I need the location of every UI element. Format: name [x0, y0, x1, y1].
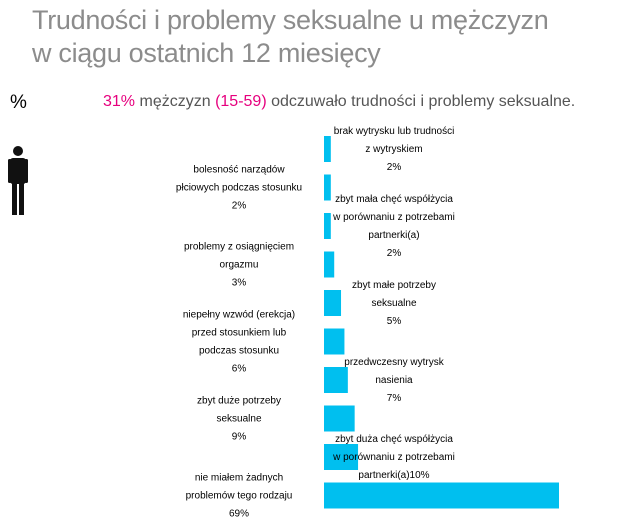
bar-10-label-line-1: nie miałem żadnych	[195, 473, 283, 484]
bar-7-label-line-1: przedwczesny wytrysk	[344, 357, 444, 368]
bar-8-label-line-1: zbyt duże potrzeby	[197, 396, 281, 407]
title-line-1: Trudności i problemy seksualne u mężczyz…	[32, 5, 549, 35]
bar-8-label-line-2: seksualne	[216, 414, 261, 425]
subtitle: 31% mężczyzn (15-59) odczuwało trudności…	[103, 93, 575, 111]
bar-1-label-line-2: z wytryskiem	[365, 144, 422, 155]
bar-10	[324, 482, 559, 509]
bar-7-label-line-2: nasienia	[375, 375, 413, 386]
bar-3-label-line-3: partnerki(a)	[368, 230, 419, 241]
bar-1-label-line-3: 2%	[387, 162, 402, 173]
bar-7-label-line-3: 7%	[387, 393, 402, 404]
bar-8-label-line-3: 9%	[232, 432, 247, 443]
bar-4-label-line-3: 3%	[232, 278, 247, 289]
title-line-2: w ciągu ostatnich 12 miesięcy	[32, 38, 381, 68]
bar-5-label-line-2: seksualne	[371, 298, 416, 309]
bar-3-label-line-4: 2%	[387, 248, 402, 259]
percent-symbol: %	[10, 92, 27, 113]
bar-9-label-line-3: partnerki(a)10%	[358, 470, 429, 481]
bar-6	[324, 328, 345, 355]
bar-4	[324, 251, 335, 278]
bar-3-label-line-2: w porównaniu z potrzebami	[332, 212, 455, 223]
bar-6-label-line-2: przed stosunkiem lub	[192, 328, 287, 339]
bar-4-label-line-1: problemy z osiągnięciem	[184, 242, 294, 253]
bar-10-label-line-2: problemów tego rodzaju	[186, 491, 293, 502]
bar-2	[324, 174, 331, 201]
bar-6-label-line-1: niepełny wzwód (erekcja)	[183, 310, 295, 321]
bar-7	[324, 367, 348, 393]
person-icon	[8, 146, 28, 215]
bar-1	[324, 136, 331, 162]
bar-4-label-line-2: orgazmu	[220, 260, 259, 271]
bar-6-label-line-4: 6%	[232, 364, 247, 375]
chart-title: Trudności i problemy seksualne u mężczyz…	[32, 4, 612, 70]
subtitle-word: mężczyzn	[139, 93, 211, 110]
bar-3	[324, 213, 331, 239]
bar-2-label-line-2: płciowych podczas stosunku	[176, 183, 302, 194]
bar-6-label-line-3: podczas stosunku	[199, 346, 279, 357]
subtitle-rest: odczuwało trudności i problemy seksualne…	[271, 93, 576, 110]
bar-9	[324, 444, 359, 470]
bar-9-label-line-1: zbyt duża chęć współżycia	[335, 434, 453, 445]
bar-2-label-line-1: bolesność narządów	[193, 165, 285, 176]
bar-5	[324, 290, 342, 316]
bar-5-label-line-1: zbyt małe potrzeby	[352, 280, 436, 291]
bar-9-label-line-2: w porównaniu z potrzebami	[332, 452, 455, 463]
bar-10-label-line-3: 69%	[229, 509, 249, 517]
subtitle-highlight: 31%	[103, 93, 136, 110]
bar-2-label-line-3: 2%	[232, 201, 247, 212]
bar-5-label-line-3: 5%	[387, 316, 402, 327]
bar-3-label-line-1: zbyt mała chęć współżycia	[335, 194, 453, 205]
bar-8	[324, 405, 355, 432]
bar-1-label-line-1: brak wytrysku lub trudności	[334, 126, 455, 137]
subtitle-age: (15-59)	[215, 93, 267, 110]
